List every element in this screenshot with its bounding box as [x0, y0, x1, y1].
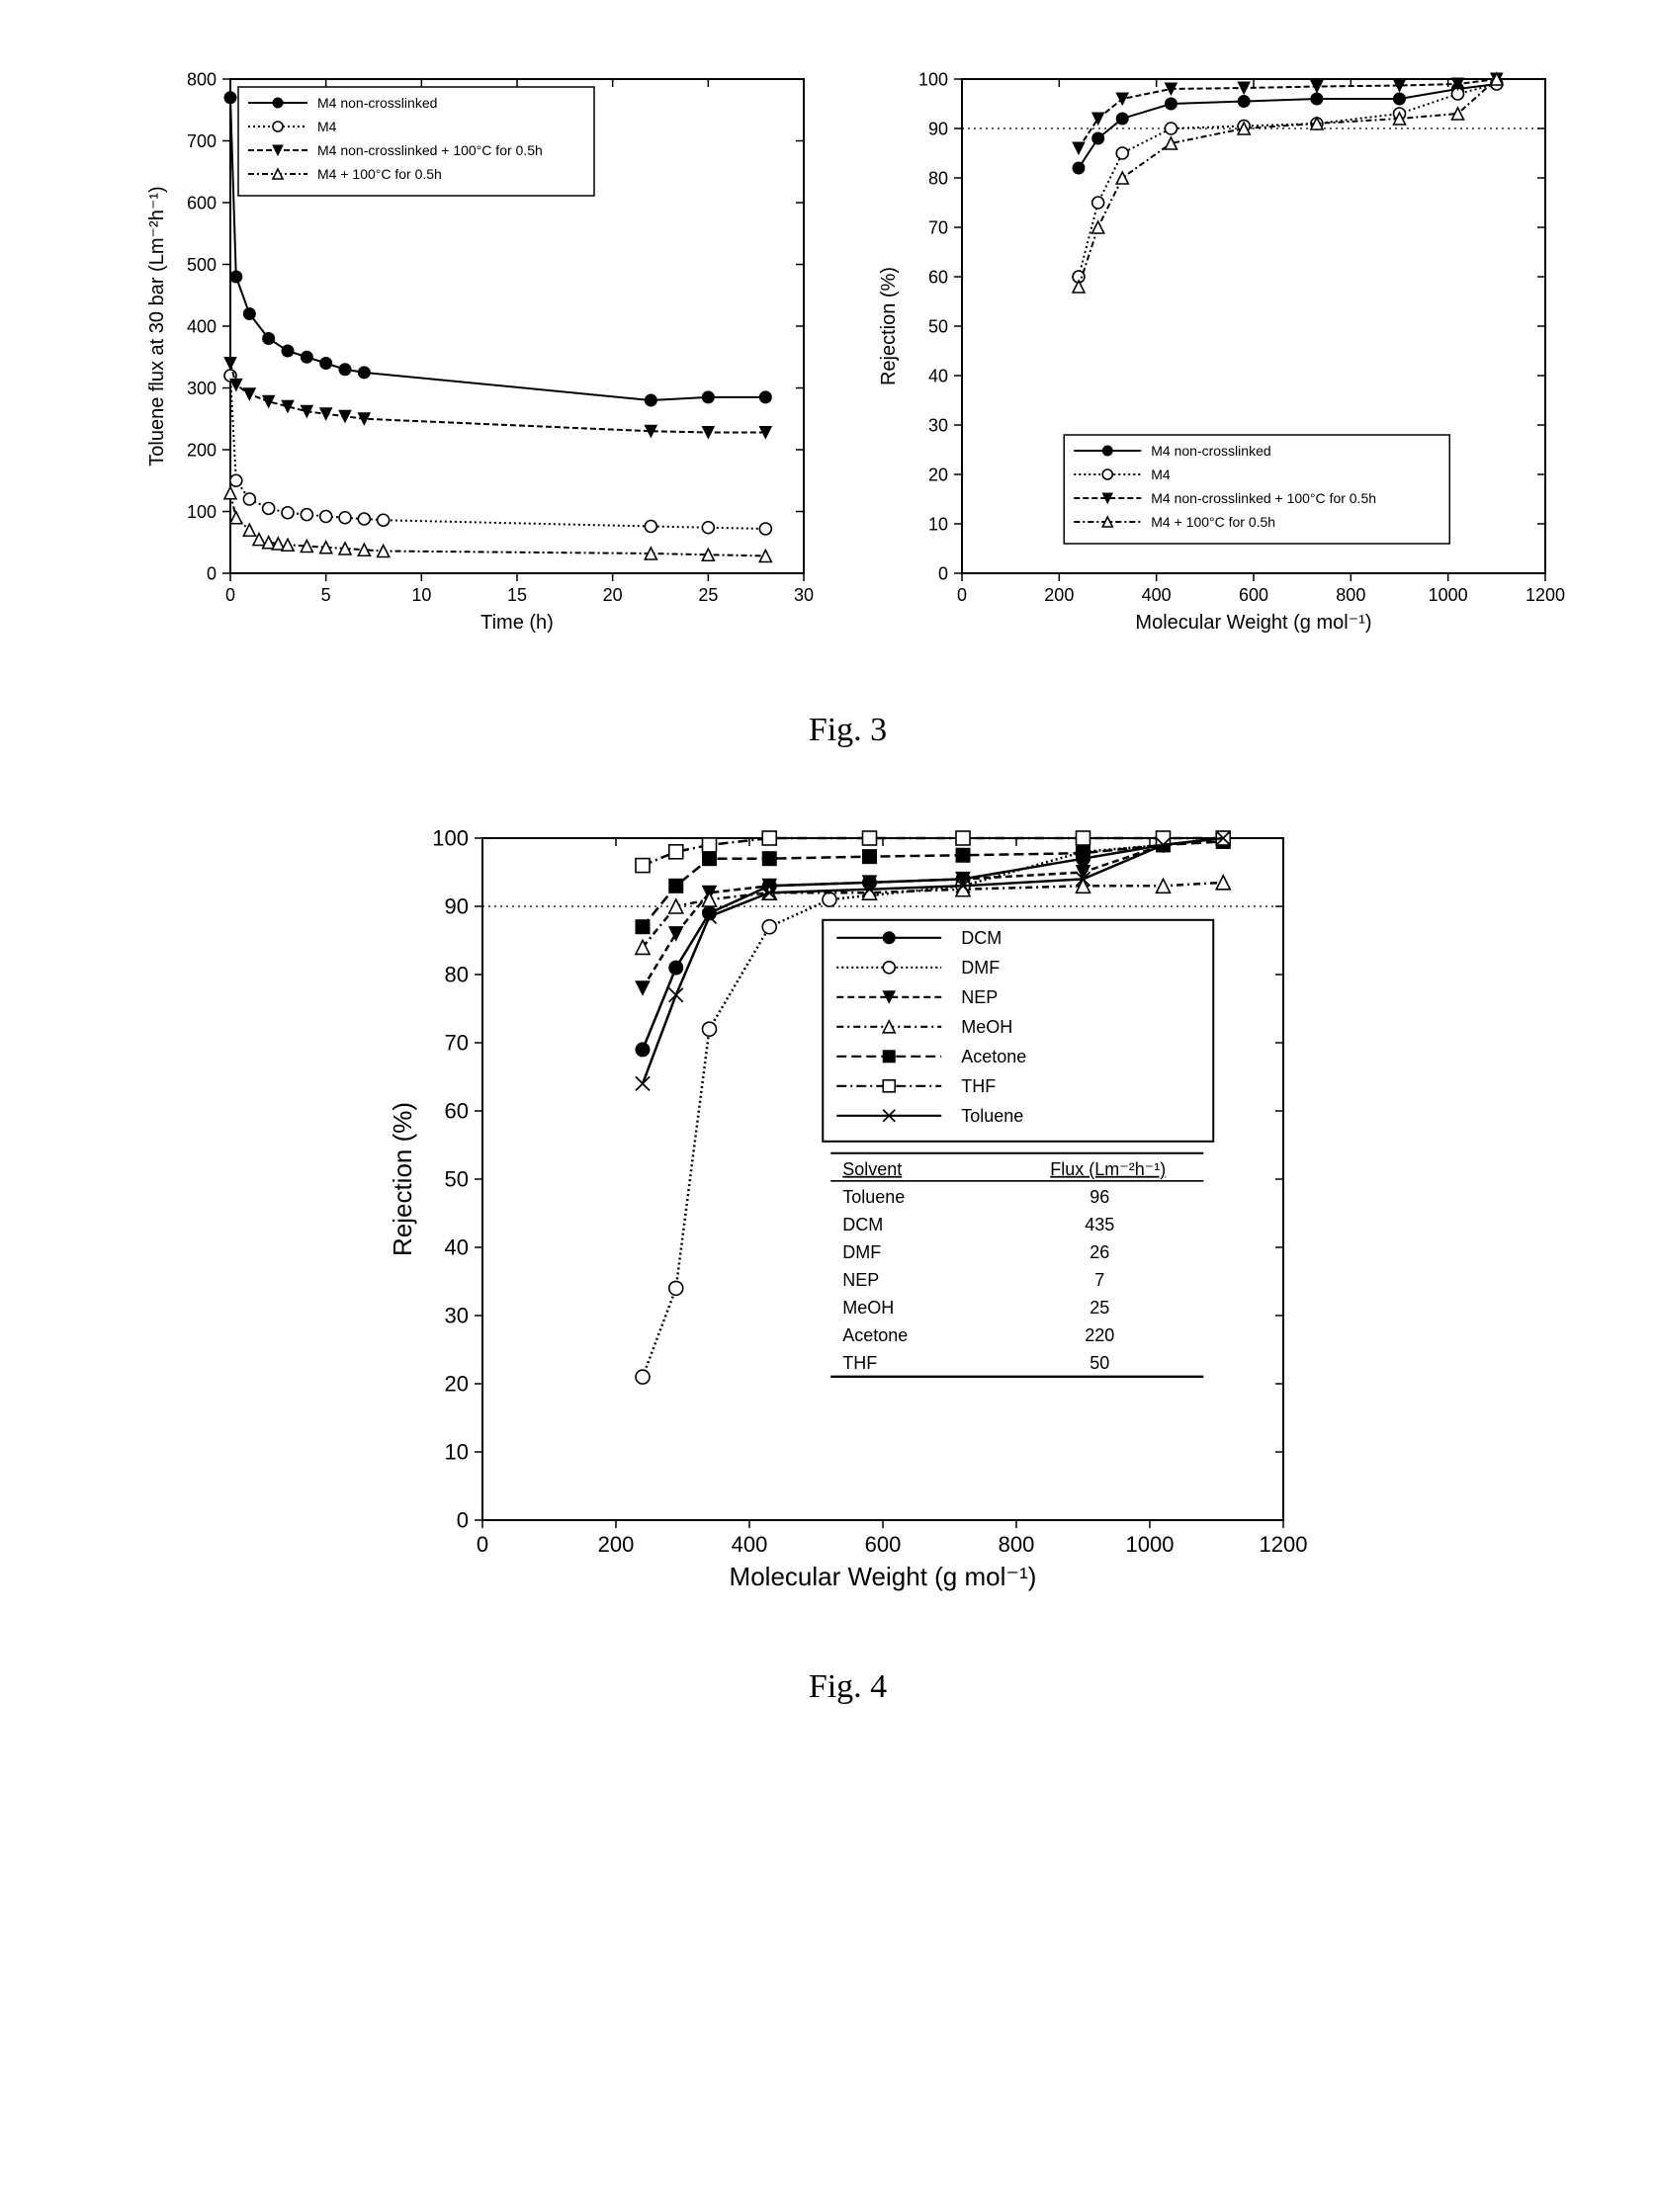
svg-text:60: 60: [444, 1099, 468, 1124]
svg-text:400: 400: [731, 1532, 767, 1557]
svg-text:500: 500: [186, 255, 216, 275]
svg-text:30: 30: [793, 585, 813, 605]
svg-text:20: 20: [927, 465, 947, 484]
fig4-caption: Fig. 4: [809, 1668, 887, 1706]
svg-text:50: 50: [927, 316, 947, 336]
svg-text:435: 435: [1085, 1215, 1114, 1234]
svg-text:MeOH: MeOH: [842, 1298, 894, 1318]
svg-text:70: 70: [927, 217, 947, 237]
svg-text:400: 400: [186, 316, 216, 336]
svg-text:25: 25: [698, 585, 718, 605]
svg-text:M4: M4: [1151, 467, 1171, 482]
svg-text:96: 96: [1089, 1187, 1109, 1207]
svg-text:200: 200: [597, 1532, 634, 1557]
svg-text:5: 5: [320, 585, 330, 605]
svg-text:50: 50: [1089, 1353, 1109, 1373]
svg-text:7: 7: [1094, 1270, 1104, 1290]
svg-text:300: 300: [186, 379, 216, 398]
svg-text:600: 600: [864, 1532, 901, 1557]
svg-text:Rejection (%): Rejection (%): [388, 1102, 417, 1256]
fig3-caption: Fig. 3: [809, 712, 887, 749]
svg-text:0: 0: [956, 585, 966, 605]
svg-text:60: 60: [927, 267, 947, 287]
fig4-rejection-solvents-chart: 0 200 400 600 800 1000 1200 0 10 20 30 40 50 60 70 80 90…: [364, 808, 1333, 1659]
svg-text:800: 800: [186, 69, 216, 89]
svg-text:26: 26: [1089, 1242, 1109, 1262]
svg-text:90: 90: [444, 894, 468, 919]
svg-text:Rejection (%): Rejection (%): [878, 267, 900, 385]
svg-text:Molecular Weight (g mol⁻¹): Molecular Weight (g mol⁻¹): [729, 1562, 1036, 1591]
svg-text:NEP: NEP: [961, 987, 998, 1007]
svg-text:100: 100: [432, 826, 469, 851]
svg-text:M4: M4: [317, 119, 337, 134]
svg-text:NEP: NEP: [842, 1270, 879, 1290]
svg-text:M4 non-crosslinked: M4 non-crosslinked: [317, 95, 437, 111]
svg-text:M4 + 100°C for 0.5h: M4 + 100°C for 0.5h: [317, 166, 442, 182]
svg-text:10: 10: [411, 585, 431, 605]
svg-text:Toluene: Toluene: [842, 1187, 905, 1207]
svg-text:0: 0: [456, 1508, 468, 1533]
svg-text:20: 20: [444, 1372, 468, 1397]
svg-text:0: 0: [937, 563, 947, 583]
svg-text:DCM: DCM: [842, 1215, 883, 1234]
fig3-flux-time-chart: 0510152025300100200300400500600700800Tim…: [122, 59, 833, 672]
svg-text:100: 100: [186, 502, 216, 522]
svg-text:DCM: DCM: [961, 928, 1002, 948]
svg-text:Acetone: Acetone: [842, 1325, 908, 1345]
svg-text:THF: THF: [842, 1353, 877, 1373]
svg-text:90: 90: [927, 119, 947, 138]
svg-text:THF: THF: [961, 1076, 996, 1096]
svg-text:70: 70: [444, 1031, 468, 1056]
svg-text:25: 25: [1089, 1298, 1109, 1318]
svg-text:20: 20: [602, 585, 622, 605]
svg-text:MeOH: MeOH: [961, 1017, 1012, 1037]
svg-text:30: 30: [444, 1304, 468, 1328]
svg-text:50: 50: [444, 1167, 468, 1192]
svg-text:1200: 1200: [1525, 585, 1564, 605]
svg-text:1000: 1000: [1125, 1532, 1174, 1557]
fig3-rejection-mw-chart: 0 200 400 600 800 1000 1200 0 10 20 30 40 50 60 70 80 90…: [863, 59, 1575, 672]
svg-text:80: 80: [927, 168, 947, 188]
svg-text:200: 200: [1044, 585, 1074, 605]
svg-text:M4 non-crosslinked: M4 non-crosslinked: [1151, 443, 1270, 459]
svg-text:Solvent: Solvent: [842, 1159, 902, 1179]
svg-text:Toluene: Toluene: [961, 1106, 1023, 1126]
svg-text:200: 200: [186, 440, 216, 460]
svg-text:600: 600: [186, 193, 216, 213]
svg-text:220: 220: [1085, 1325, 1114, 1345]
svg-text:80: 80: [444, 963, 468, 987]
svg-text:Time (h): Time (h): [480, 612, 554, 634]
svg-text:15: 15: [506, 585, 526, 605]
svg-text:10: 10: [927, 514, 947, 534]
svg-text:M4 non-crosslinked + 100°C for: M4 non-crosslinked + 100°C for 0.5h: [1151, 490, 1376, 506]
svg-text:100: 100: [917, 69, 947, 89]
svg-text:400: 400: [1141, 585, 1171, 605]
svg-text:M4 + 100°C for 0.5h: M4 + 100°C for 0.5h: [1151, 514, 1275, 530]
svg-text:30: 30: [927, 415, 947, 435]
svg-text:1200: 1200: [1259, 1532, 1307, 1557]
svg-text:1000: 1000: [1428, 585, 1467, 605]
svg-text:0: 0: [224, 585, 234, 605]
svg-text:0: 0: [476, 1532, 487, 1557]
svg-text:40: 40: [927, 366, 947, 385]
svg-text:M4 non-crosslinked + 100°C for: M4 non-crosslinked + 100°C for 0.5h: [317, 142, 543, 158]
svg-text:Molecular Weight (g mol⁻¹): Molecular Weight (g mol⁻¹): [1135, 612, 1371, 634]
svg-text:600: 600: [1238, 585, 1267, 605]
svg-text:DMF: DMF: [842, 1242, 881, 1262]
svg-text:800: 800: [998, 1532, 1034, 1557]
svg-text:Toluene flux at 30 bar (Lm⁻²h⁻: Toluene flux at 30 bar (Lm⁻²h⁻¹): [146, 186, 168, 466]
svg-text:Acetone: Acetone: [961, 1047, 1026, 1066]
svg-text:0: 0: [206, 563, 216, 583]
svg-text:DMF: DMF: [961, 958, 1000, 978]
svg-text:Flux (Lm⁻²h⁻¹): Flux (Lm⁻²h⁻¹): [1050, 1159, 1166, 1179]
svg-text:700: 700: [186, 131, 216, 151]
svg-text:10: 10: [444, 1440, 468, 1465]
svg-text:40: 40: [444, 1235, 468, 1260]
svg-text:800: 800: [1336, 585, 1365, 605]
